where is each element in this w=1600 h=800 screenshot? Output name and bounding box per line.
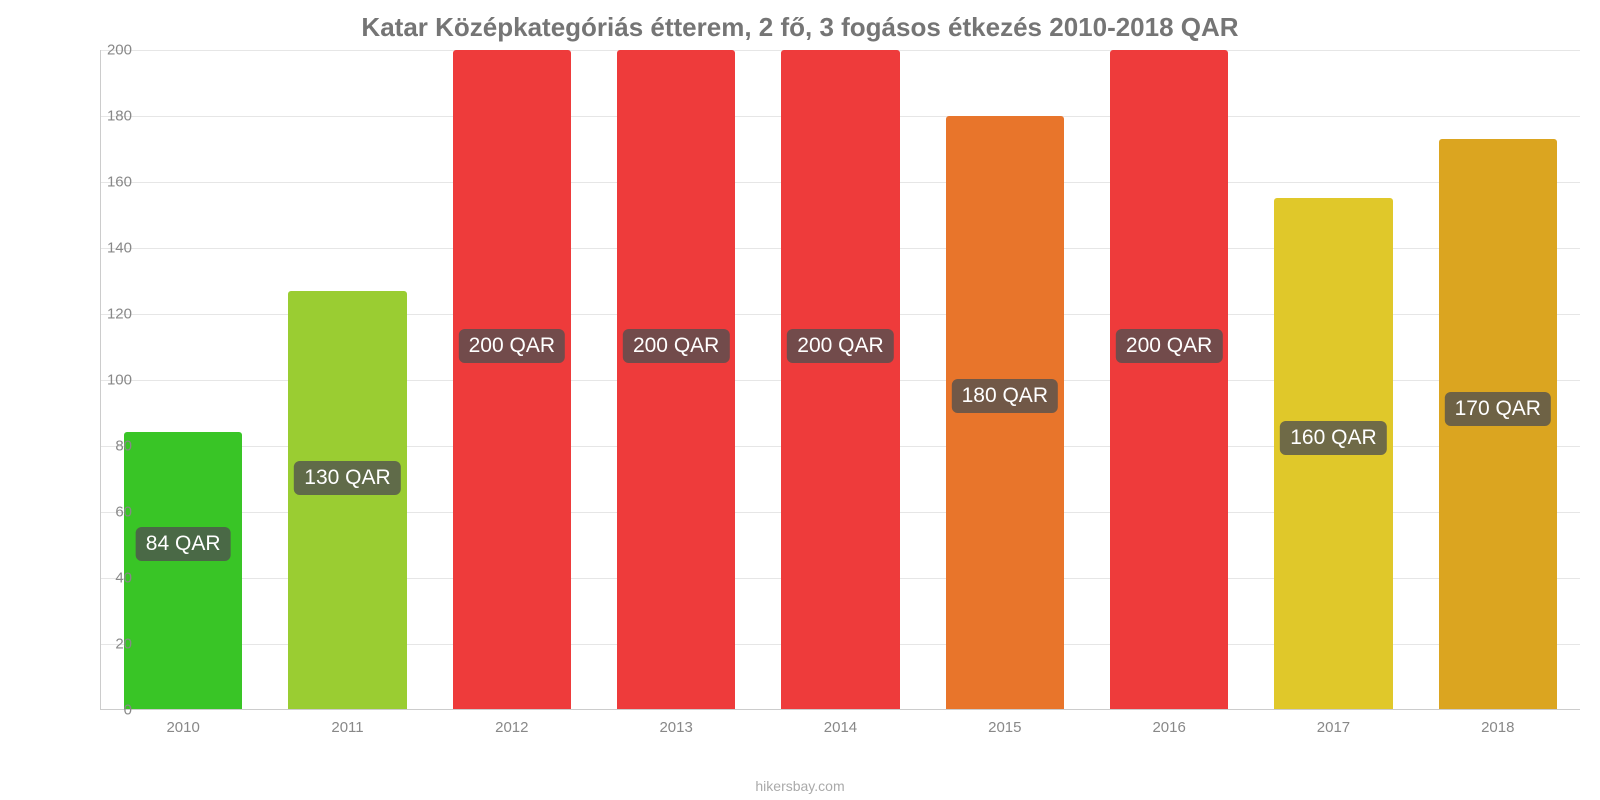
bar-value-label: 200 QAR [623, 329, 729, 363]
bar-slot: 200 QAR2016 [1087, 50, 1251, 709]
bar-slot: 130 QAR2011 [265, 50, 429, 709]
bar [1110, 50, 1228, 709]
bar-value-label: 200 QAR [787, 329, 893, 363]
y-tick-label: 20 [92, 636, 132, 653]
y-tick-label: 0 [92, 702, 132, 719]
y-tick-label: 120 [92, 306, 132, 323]
bar-slot: 200 QAR2014 [758, 50, 922, 709]
attribution-text: hikersbay.com [755, 778, 844, 794]
bar-value-label: 170 QAR [1445, 392, 1551, 426]
x-tick-label: 2017 [1317, 719, 1350, 736]
bar-slot: 200 QAR2013 [594, 50, 758, 709]
bar-value-label: 130 QAR [294, 461, 400, 495]
bar-slot: 200 QAR2012 [430, 50, 594, 709]
bars-container: 84 QAR2010130 QAR2011200 QAR2012200 QAR2… [101, 50, 1580, 709]
x-tick-label: 2010 [166, 719, 199, 736]
chart-title: Katar Középkategóriás étterem, 2 fő, 3 f… [0, 0, 1600, 43]
x-tick-label: 2016 [1152, 719, 1185, 736]
y-tick-label: 160 [92, 174, 132, 191]
bar [453, 50, 571, 709]
bar [617, 50, 735, 709]
y-tick-label: 40 [92, 570, 132, 587]
bar-slot: 180 QAR2015 [923, 50, 1087, 709]
bar-slot: 170 QAR2018 [1416, 50, 1580, 709]
y-tick-label: 140 [92, 240, 132, 257]
bar-slot: 160 QAR2017 [1251, 50, 1415, 709]
bar-value-label: 200 QAR [459, 329, 565, 363]
x-tick-label: 2011 [331, 719, 363, 736]
y-tick-label: 80 [92, 438, 132, 455]
y-tick-label: 180 [92, 108, 132, 125]
bar-value-label: 200 QAR [1116, 329, 1222, 363]
chart-area: 84 QAR2010130 QAR2011200 QAR2012200 QAR2… [60, 50, 1580, 740]
x-tick-label: 2012 [495, 719, 528, 736]
bar-value-label: 84 QAR [136, 527, 231, 561]
bar-value-label: 180 QAR [952, 379, 1058, 413]
x-tick-label: 2014 [824, 719, 857, 736]
x-tick-label: 2015 [988, 719, 1021, 736]
x-tick-label: 2013 [659, 719, 692, 736]
y-tick-label: 200 [92, 42, 132, 59]
bar [124, 432, 242, 709]
bar [288, 291, 406, 709]
y-tick-label: 60 [92, 504, 132, 521]
x-tick-label: 2018 [1481, 719, 1514, 736]
bar [781, 50, 899, 709]
bar-value-label: 160 QAR [1280, 421, 1386, 455]
y-tick-label: 100 [92, 372, 132, 389]
plot-area: 84 QAR2010130 QAR2011200 QAR2012200 QAR2… [100, 50, 1580, 710]
